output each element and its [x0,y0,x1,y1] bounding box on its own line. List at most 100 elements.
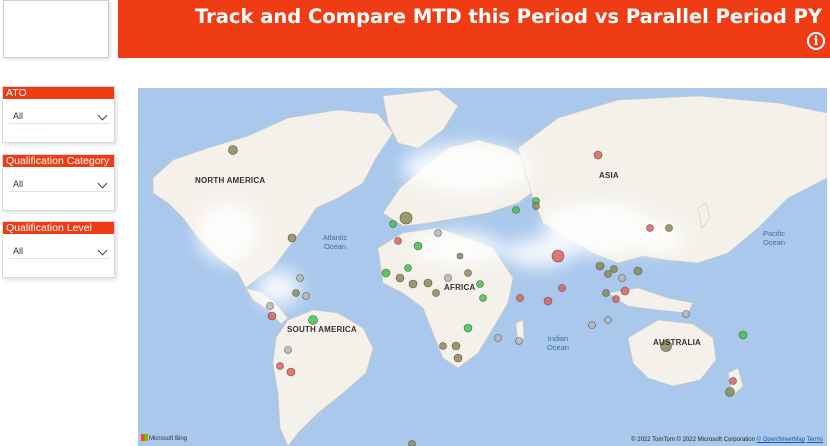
map-bubble [296,274,304,282]
map-bubble [476,280,484,288]
attribution-text: © 2022 TomTom © 2022 Microsoft Corporati… [631,437,755,443]
chevron-down-icon [97,110,108,121]
map-bubble [602,289,610,297]
map-bubble [604,270,612,278]
map-bubble [389,220,397,228]
map-canvas [152,89,827,446]
continent-label-south-america: SOUTH AMERICA [287,325,357,334]
map-bubble [408,440,416,446]
ato-dropdown-value: All [13,111,24,121]
map-bubble [456,252,464,260]
map-bubble [284,346,292,354]
map-bubble [620,286,630,296]
map-bubble [408,279,418,289]
bing-logo: Microsoft Bing [141,434,187,442]
map-bubble [729,377,737,385]
map-bubble [479,294,487,302]
slicer-ato: ATO All [2,86,115,143]
map-bubble [267,311,277,321]
continent-label-north-america: NORTH AMERICA [195,176,266,185]
map-bubble [434,229,442,237]
world-map[interactable]: NORTH AMERICA SOUTH AMERICA AFRICA ASIA … [138,88,827,446]
land-se-asia [607,287,694,314]
map-bubble [612,295,620,303]
logo-placeholder [3,0,109,58]
continent-label-australia: AUSTRALIA [653,338,702,347]
map-bubble [394,237,402,245]
map-bubble [660,340,672,352]
map-bubble [444,274,452,282]
map-attribution: © 2022 TomTom © 2022 Microsoft Corporati… [631,437,823,443]
map-bubble [604,316,612,324]
map-bubble [228,145,238,155]
ocean-label-indian: Indian Ocean [546,334,570,352]
map-bubble [543,296,553,306]
land-japan [697,202,711,229]
qualification-level-dropdown-value: All [13,246,24,256]
qualification-category-dropdown-value: All [13,179,24,189]
map-bubble [395,273,405,283]
map-bubble [287,233,297,243]
map-bubble [595,261,605,271]
map-bubble [725,387,735,397]
map-bubble [423,278,433,288]
ocean-label-pacific: Pacific Ocean [762,229,786,247]
map-bubble [532,202,540,210]
info-icon[interactable]: i [807,32,825,50]
openstreetmap-link[interactable]: © OpenStreetMap [756,437,806,443]
slicer-qualification-category: Qualification Category All [2,154,115,211]
ocean-label-atlantic: Atlantic Ocean [322,233,348,251]
map-bubble [451,341,461,351]
map-bubble [558,284,566,292]
map-bubble [515,337,523,345]
qualification-level-dropdown[interactable]: All [9,243,110,259]
land-australia [627,319,717,387]
map-bubble [738,330,748,340]
map-bubble [593,150,603,160]
map-bubble [276,362,284,370]
map-bubble [302,292,310,300]
map-bubble [588,321,596,329]
map-bubble [633,266,643,276]
map-bubble [516,294,524,302]
map-bubble [665,224,673,232]
map-bubble [453,353,463,363]
map-bubble [618,274,626,282]
map-bubble [494,334,502,342]
map-bubble [399,211,413,225]
slicer-ato-title: ATO [3,87,114,99]
land-south-america [272,309,374,446]
map-bubble [292,289,300,297]
chevron-down-icon [97,245,108,256]
map-bubble [646,224,654,232]
map-bubble [404,264,412,272]
continent-label-asia: ASIA [599,171,619,180]
continent-label-africa: AFRICA [444,283,476,292]
map-bubble [682,310,690,318]
ato-dropdown[interactable]: All [9,108,110,124]
slicer-qualification-category-title: Qualification Category [3,155,114,167]
bubble-layer [228,145,748,446]
page-title: Track and Compare MTD this Period vs Par… [195,5,822,28]
map-bubble [512,206,520,214]
map-bubble [413,241,423,251]
map-bubble [381,268,391,278]
map-bubble [464,269,472,277]
microsoft-logo-icon [141,434,148,441]
map-bubble [432,289,440,297]
map-bubble [610,265,618,273]
land-north-america [152,109,394,289]
slicer-qualification-level-title: Qualification Level [3,222,114,234]
qualification-category-dropdown[interactable]: All [9,176,110,192]
terms-link[interactable]: Terms [806,437,823,443]
map-bubble [551,249,565,263]
land-greenland [382,89,459,149]
map-bubble [286,367,296,377]
slicer-qualification-level: Qualification Level All [2,221,115,278]
chevron-down-icon [97,178,108,189]
map-bubble [463,323,473,333]
map-bubble [266,302,274,310]
header-bar: Track and Compare MTD this Period vs Par… [118,0,830,58]
map-bubble [439,342,447,350]
map-bubble [308,315,318,325]
